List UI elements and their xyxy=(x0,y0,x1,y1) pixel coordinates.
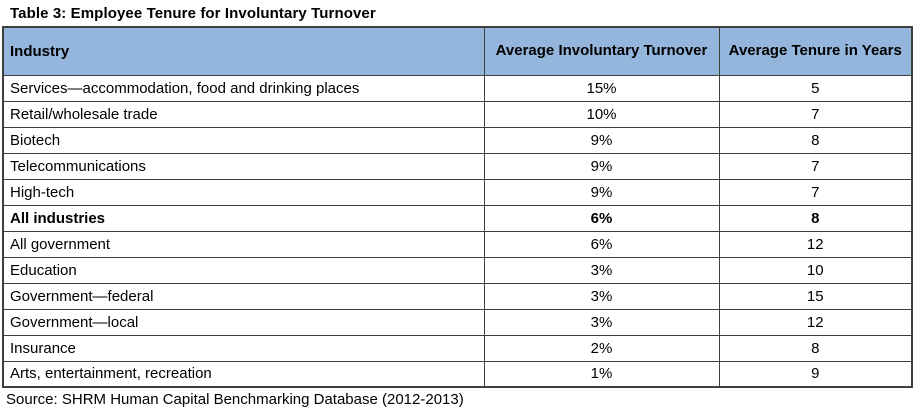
turnover-cell: 1% xyxy=(483,360,720,388)
table-title: Table 3: Employee Tenure for Involuntary… xyxy=(10,5,376,22)
tenure-cell: 12 xyxy=(718,230,913,258)
turnover-cell: 9% xyxy=(483,178,720,206)
turnover-cell: 9% xyxy=(483,126,720,154)
column-header-turnover: Average Involuntary Turnover xyxy=(483,26,720,76)
industry-cell: Retail/wholesale trade xyxy=(2,100,485,128)
tenure-cell: 8 xyxy=(718,126,913,154)
tenure-cell: 7 xyxy=(718,152,913,180)
turnover-cell: 2% xyxy=(483,334,720,362)
tenure-cell: 10 xyxy=(718,256,913,284)
turnover-cell: 3% xyxy=(483,256,720,284)
table-row: Government—local 3% 12 xyxy=(2,308,913,336)
table-row: Arts, entertainment, recreation 1% 9 xyxy=(2,360,913,388)
turnover-cell: 3% xyxy=(483,282,720,310)
tenure-cell: 8 xyxy=(718,204,913,232)
turnover-cell: 9% xyxy=(483,152,720,180)
industry-cell: Arts, entertainment, recreation xyxy=(2,360,485,388)
table-row-all-industries: All industries 6% 8 xyxy=(2,204,913,232)
header-row: Industry Average Involuntary Turnover Av… xyxy=(2,26,913,76)
table-row: Services—accommodation, food and drinkin… xyxy=(2,74,913,102)
industry-cell: All government xyxy=(2,230,485,258)
industry-cell: Insurance xyxy=(2,334,485,362)
tenure-cell: 15 xyxy=(718,282,913,310)
industry-cell: Education xyxy=(2,256,485,284)
table-row: Education 3% 10 xyxy=(2,256,913,284)
source-note: Source: SHRM Human Capital Benchmarking … xyxy=(6,391,464,408)
industry-cell: High-tech xyxy=(2,178,485,206)
tenure-cell: 9 xyxy=(718,360,913,388)
tenure-cell: 7 xyxy=(718,100,913,128)
column-header-industry: Industry xyxy=(2,26,485,76)
table-row: Government—federal 3% 15 xyxy=(2,282,913,310)
industry-cell: Government—local xyxy=(2,308,485,336)
industry-cell: Biotech xyxy=(2,126,485,154)
turnover-cell: 6% xyxy=(483,204,720,232)
turnover-cell: 15% xyxy=(483,74,720,102)
tenure-cell: 7 xyxy=(718,178,913,206)
column-header-tenure: Average Tenure in Years xyxy=(718,26,913,76)
tenure-cell: 8 xyxy=(718,334,913,362)
industry-cell: Services—accommodation, food and drinkin… xyxy=(2,74,485,102)
industry-cell: Telecommunications xyxy=(2,152,485,180)
employee-tenure-table: Industry Average Involuntary Turnover Av… xyxy=(2,26,913,388)
table-row: Telecommunications 9% 7 xyxy=(2,152,913,180)
table-row: Biotech 9% 8 xyxy=(2,126,913,154)
turnover-cell: 3% xyxy=(483,308,720,336)
turnover-cell: 6% xyxy=(483,230,720,258)
table-row: Insurance 2% 8 xyxy=(2,334,913,362)
industry-cell: Government—federal xyxy=(2,282,485,310)
table-row: High-tech 9% 7 xyxy=(2,178,913,206)
table-row: All government 6% 12 xyxy=(2,230,913,258)
turnover-cell: 10% xyxy=(483,100,720,128)
tenure-cell: 12 xyxy=(718,308,913,336)
tenure-cell: 5 xyxy=(718,74,913,102)
industry-cell: All industries xyxy=(2,204,485,232)
table-row: Retail/wholesale trade 10% 7 xyxy=(2,100,913,128)
